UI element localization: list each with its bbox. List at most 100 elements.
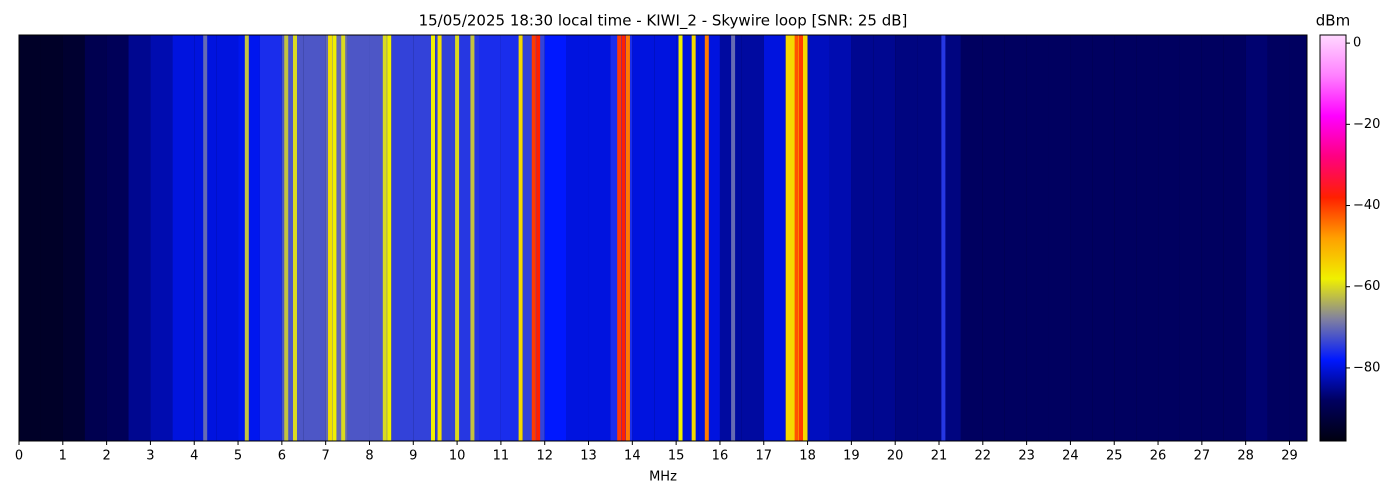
spectrum-column	[238, 35, 260, 441]
signal-line	[941, 35, 946, 441]
x-tick-label: 12	[536, 449, 553, 464]
spectrum-column	[19, 35, 41, 441]
x-tick-label: 22	[975, 449, 992, 464]
x-tick-label: 14	[624, 449, 641, 464]
signal-line	[332, 35, 337, 441]
spectrum-column	[500, 35, 523, 441]
x-tick-label: 19	[843, 449, 860, 464]
colorbar	[1319, 34, 1347, 442]
x-tick-label: 15	[668, 449, 685, 464]
signal-line	[437, 35, 442, 441]
spectrum-column	[895, 35, 918, 441]
x-tick-label: 16	[712, 449, 729, 464]
spectrum-column	[1289, 35, 1307, 441]
spectrum-column	[873, 35, 896, 441]
signal-line	[617, 35, 622, 441]
signal-line	[704, 35, 709, 441]
spectrum-column	[347, 35, 370, 441]
signal-line	[531, 35, 536, 441]
x-tick-label: 17	[755, 449, 772, 464]
x-tick-label: 2	[102, 449, 110, 464]
colorbar-tick-label: 0	[1353, 36, 1361, 51]
spectrum-column	[1092, 35, 1115, 441]
signal-line	[621, 35, 626, 441]
spectrum-column	[259, 35, 282, 441]
chart-title: 15/05/2025 18:30 local time - KIWI_2 - S…	[419, 12, 908, 31]
spectrum-column	[960, 35, 983, 441]
signal-line	[799, 35, 803, 441]
x-tick-label: 21	[931, 449, 948, 464]
colorbar-tick-label: −20	[1353, 117, 1380, 132]
spectrum-column	[457, 35, 479, 441]
spectrum-column	[654, 35, 677, 441]
spectrum-column	[1158, 35, 1180, 441]
spectrum-column	[216, 35, 239, 441]
x-tick-label: 3	[146, 449, 154, 464]
signal-line	[293, 35, 297, 441]
x-tick-label: 26	[1150, 449, 1167, 464]
x-tick-label: 28	[1237, 449, 1254, 464]
x-tick-label: 5	[234, 449, 242, 464]
spectrum-column	[1136, 35, 1159, 441]
signal-line	[794, 35, 799, 441]
spectrum-column	[544, 35, 567, 441]
x-axis-label: MHz	[649, 470, 677, 485]
spectrum-column	[1223, 35, 1246, 441]
colorbar-label: dBm	[1316, 12, 1350, 30]
signal-line	[341, 35, 346, 441]
spectrum-column	[632, 35, 655, 441]
signal-line	[455, 35, 460, 441]
spectrum-column	[150, 35, 173, 441]
signal-line	[691, 35, 696, 441]
signal-line	[536, 35, 541, 441]
x-tick-label: 0	[15, 449, 23, 464]
spectrum-column	[1201, 35, 1224, 441]
spectrum-column	[1026, 35, 1049, 441]
spectrum-column	[698, 35, 720, 441]
spectrum-column	[479, 35, 501, 441]
spectrum-column	[588, 35, 611, 441]
signal-line	[470, 35, 475, 441]
signal-line	[328, 35, 333, 441]
spectrum-column	[982, 35, 1005, 441]
signal-line	[518, 35, 523, 441]
colorbar-tick-label: −40	[1353, 198, 1380, 213]
signal-line	[678, 35, 683, 441]
colorbar-tick-label: −80	[1353, 360, 1380, 375]
spectrum-column	[807, 35, 830, 441]
spectrum-column	[106, 35, 129, 441]
x-tick-label: 7	[322, 449, 330, 464]
spectrum-column	[84, 35, 107, 441]
x-tick-label: 4	[190, 449, 198, 464]
x-tick-label: 10	[449, 449, 466, 464]
x-tick-label: 25	[1106, 449, 1123, 464]
spectrum-column	[1114, 35, 1137, 441]
spectrum-column	[128, 35, 151, 441]
spectrum-column	[741, 35, 764, 441]
plot-frame	[18, 34, 1308, 442]
spectrum-column	[413, 35, 436, 441]
spectrum-column	[40, 35, 63, 441]
spectrum-column	[62, 35, 85, 441]
x-tick-label: 24	[1062, 449, 1079, 464]
x-tick-label: 23	[1018, 449, 1035, 464]
spectrum-column	[1004, 35, 1027, 441]
signal-line	[731, 35, 736, 441]
signal-line	[203, 35, 208, 441]
x-tick-label: 1	[59, 449, 67, 464]
spectrum-column	[1070, 35, 1093, 441]
x-tick-label: 29	[1281, 449, 1298, 464]
x-tick-label: 18	[799, 449, 816, 464]
x-tick-label: 13	[580, 449, 597, 464]
x-tick-label: 27	[1194, 449, 1211, 464]
signal-line	[382, 35, 387, 441]
x-tick-label: 11	[493, 449, 510, 464]
x-tick-label: 8	[365, 449, 373, 464]
spectrum-column	[1179, 35, 1202, 441]
spectrum-column	[851, 35, 874, 441]
spectrum-column	[1048, 35, 1071, 441]
spectrum-column	[719, 35, 742, 441]
spectrum-column	[1267, 35, 1290, 441]
x-tick-label: 6	[278, 449, 286, 464]
